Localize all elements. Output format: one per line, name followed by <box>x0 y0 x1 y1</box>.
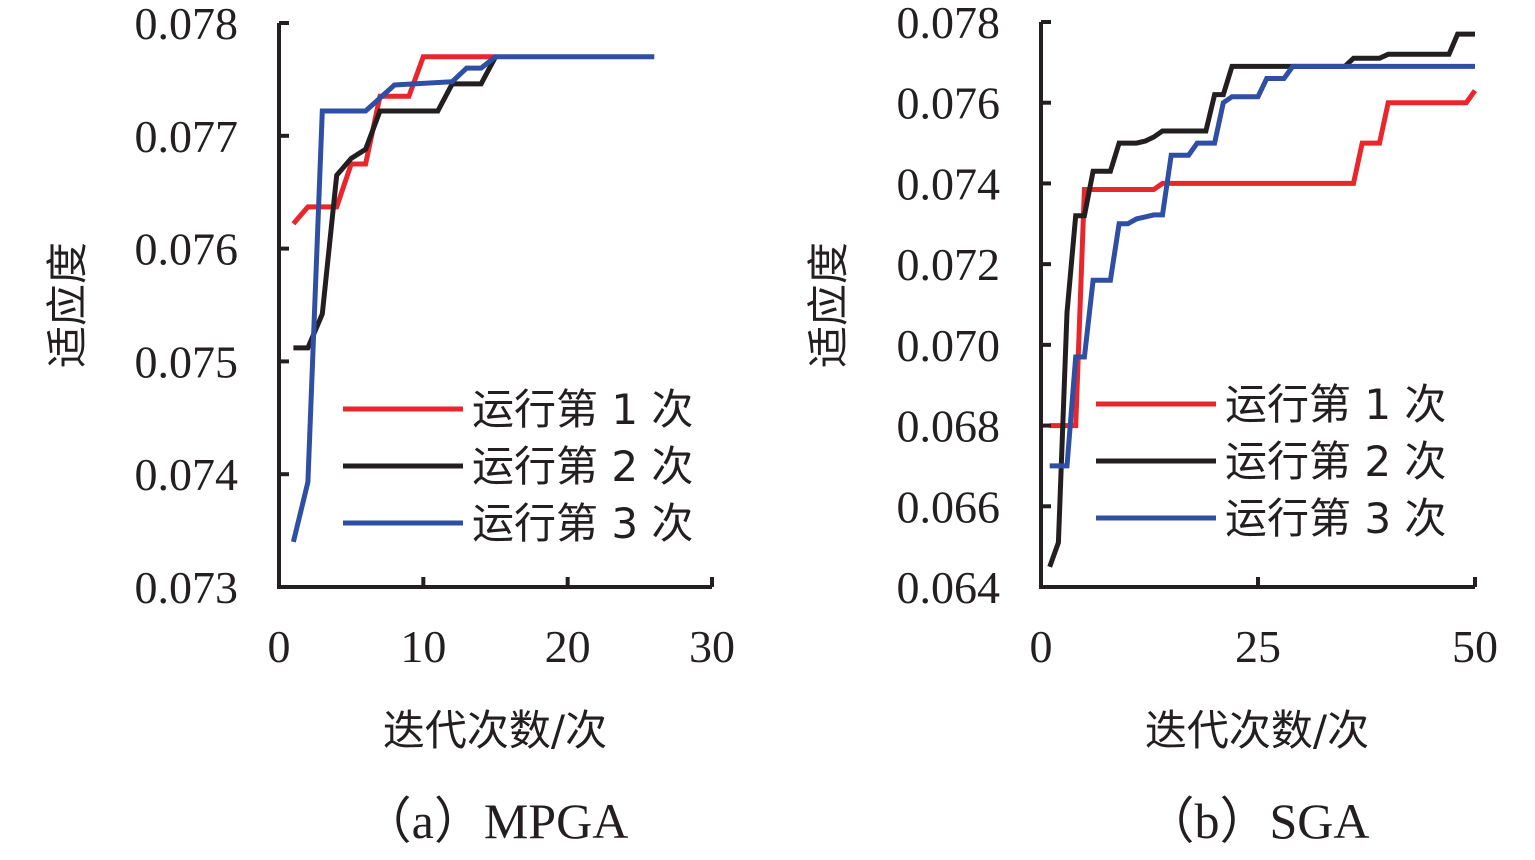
plot-series <box>290 54 655 543</box>
y-tick-labels: 0.073 0.074 0.075 0.076 0.077 0.078 <box>135 0 239 613</box>
x-axis-title: 迭代次数/次 <box>1145 706 1369 755</box>
y-tick-label: 0.064 <box>897 562 1001 613</box>
y-tick-label: 0.077 <box>135 111 239 162</box>
legend-label: 运行第 2 次 <box>472 442 693 491</box>
x-tick-labels: 0 25 50 <box>1030 621 1499 672</box>
chart-caption: （b）SGA <box>1144 793 1369 849</box>
chart-panel-sga: 0.064 0.066 0.068 0.070 0.072 0.074 0.076 0.078… <box>804 0 1498 849</box>
y-tick-label: 0.074 <box>897 158 1001 209</box>
y-tick-labels: 0.064 0.066 0.068 0.070 0.072 0.074 0.076 0.078 <box>897 0 1001 613</box>
legend-label: 运行第 1 次 <box>472 385 693 434</box>
y-tick-label: 0.074 <box>135 449 239 500</box>
y-tick-label: 0.078 <box>135 0 239 49</box>
legend-item-run-1: 运行第 1 次 <box>343 385 693 434</box>
legend-label: 运行第 3 次 <box>472 499 693 548</box>
x-tick-label: 50 <box>1452 621 1498 672</box>
series-line-run-1 <box>1049 89 1478 429</box>
x-tick-label: 0 <box>1030 621 1053 672</box>
y-tick-label: 0.072 <box>897 239 1001 290</box>
legend-item-run-3: 运行第 3 次 <box>343 499 693 548</box>
axes <box>1039 20 1477 589</box>
legend-item-run-2: 运行第 2 次 <box>343 442 693 491</box>
legend-item-run-1: 运行第 1 次 <box>1096 380 1446 429</box>
x-tick-label: 0 <box>268 621 291 672</box>
x-tick-label: 25 <box>1235 621 1281 672</box>
x-tick-label: 20 <box>545 621 591 672</box>
x-tick-label: 30 <box>689 621 735 672</box>
chart-caption: （a）MPGA <box>362 793 629 849</box>
y-tick-label: 0.068 <box>897 401 1001 452</box>
axes <box>277 21 714 589</box>
legend-label: 运行第 2 次 <box>1225 437 1446 486</box>
y-tick-label: 0.075 <box>135 336 239 387</box>
legend-item-run-3: 运行第 3 次 <box>1096 494 1446 543</box>
series-line-run-3 <box>1049 63 1475 469</box>
x-axis-title: 迭代次数/次 <box>383 706 607 755</box>
x-tick-labels: 0 10 20 30 <box>268 621 736 672</box>
series-line-run-2 <box>1047 31 1475 568</box>
legend-label: 运行第 1 次 <box>1225 380 1446 429</box>
y-tick-label: 0.066 <box>897 481 1001 532</box>
y-axis-title: 适应度 <box>804 242 853 368</box>
x-tick-label: 10 <box>400 621 446 672</box>
series-line-run-3 <box>290 54 655 543</box>
y-tick-label: 0.073 <box>135 562 239 613</box>
y-tick-label: 0.078 <box>897 0 1001 48</box>
chart-panel-mpga: 0.073 0.074 0.075 0.076 0.077 0.078 0 10 20 30 运… <box>43 0 735 849</box>
plot-series <box>1047 31 1478 568</box>
legend-label: 运行第 3 次 <box>1225 494 1446 543</box>
y-axis-title: 适应度 <box>43 242 92 368</box>
y-tick-label: 0.076 <box>135 224 239 275</box>
legend-item-run-2: 运行第 2 次 <box>1096 437 1446 486</box>
y-tick-label: 0.076 <box>897 78 1001 129</box>
series-line-run-2 <box>293 55 498 351</box>
y-tick-label: 0.070 <box>897 320 1001 371</box>
